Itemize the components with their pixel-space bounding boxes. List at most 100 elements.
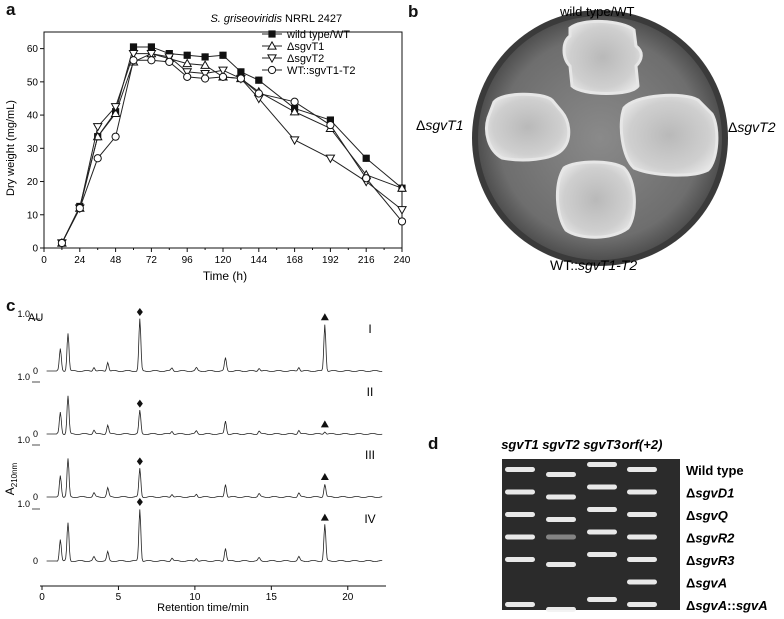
data-point [326, 116, 334, 124]
series-3 [57, 56, 407, 248]
zero-label: 0 [33, 366, 38, 376]
diamond-marker [136, 498, 143, 506]
trace-line [46, 395, 383, 436]
x-axis-label: Time (h) [203, 269, 247, 283]
gel-band [627, 512, 657, 517]
data-point [236, 74, 245, 83]
legend-marker [267, 40, 277, 50]
x-tick-label: 240 [394, 255, 410, 266]
x-tick-label: 168 [286, 255, 303, 266]
zero-label: 0 [33, 429, 38, 439]
strain-label: ΔsgvA [686, 576, 727, 591]
legend-entry: wild type/WT [286, 29, 350, 41]
x-tick-label: 20 [342, 592, 354, 603]
strain-label: Wild type [686, 463, 744, 478]
trace-line [46, 318, 383, 372]
data-point [201, 74, 210, 83]
gel-band [505, 512, 535, 517]
data-point [325, 154, 336, 164]
x-tick-label: 72 [146, 255, 158, 266]
data-point [218, 66, 228, 76]
series-2 [56, 50, 407, 249]
gel-band [587, 484, 617, 490]
trace-II: 1.0 0 II [17, 372, 383, 439]
data-point [182, 68, 193, 77]
data-point [289, 106, 300, 116]
data-point [183, 51, 191, 59]
x-tick-label: 10 [189, 592, 201, 603]
y-tick-label: 50 [27, 77, 39, 88]
chart-axes: 0 24 48 72 96 120 144 168 192 216 240 0 10 20 30 40 50 60 [27, 31, 410, 266]
series-line [61, 59, 403, 244]
x-tick-label: 96 [182, 255, 194, 266]
x-tick-label: 192 [322, 255, 339, 266]
diamond-marker [136, 457, 143, 466]
series-1 [56, 48, 407, 247]
y-tick-label: 10 [27, 210, 39, 221]
data-point [183, 72, 192, 81]
panel-label-a: a [6, 0, 16, 19]
trace-label: III [365, 448, 375, 462]
lane-label: orf(+2) [622, 437, 663, 452]
x-tick-label: 144 [250, 255, 267, 266]
legend: S. griseoviridis NRRL 2427 wild type/WTΔ… [210, 13, 355, 77]
data-point [397, 183, 407, 192]
data-point [75, 204, 84, 213]
growth-curve-chart: 0 24 48 72 96 120 144 168 192 216 240 0 10 20 30 40 50 60… [5, 13, 410, 283]
scale-label: 1.0 [17, 372, 30, 382]
data-point [397, 206, 407, 215]
scale-label: 1.0 [17, 309, 30, 319]
strain-label: ΔsgvA::sgvA [686, 598, 768, 613]
x-tick-label: 48 [110, 255, 122, 266]
x-axis-label: Retention time/min [157, 602, 249, 614]
y-tick-label: 60 [27, 44, 39, 55]
triangle-marker [320, 420, 329, 428]
lane-label: sgvT1 [501, 437, 539, 452]
panel-label-b: b [408, 2, 419, 21]
legend-marker [268, 30, 276, 38]
gel-band [587, 462, 617, 467]
gel-band [587, 507, 617, 512]
legend-entry: WT::sgvT1-T2 [287, 65, 355, 77]
x-tick-label: 216 [358, 255, 375, 266]
series-line [61, 53, 403, 244]
data-point [110, 103, 121, 112]
strain-label: ΔsgvR3 [686, 553, 735, 568]
plate-photo: wild type/WT ΔsgvT1 ΔsgvT2 WT::sgvT1-T2 [416, 4, 776, 273]
gel-band [546, 534, 576, 540]
gel-band [546, 494, 576, 500]
trace-line [46, 458, 383, 499]
strain-label: ΔsgvR2 [686, 531, 735, 546]
colony-wild-type [562, 19, 643, 95]
strain-label: ΔsgvQ [686, 508, 728, 523]
legend-marker [267, 54, 277, 64]
data-point [219, 51, 227, 59]
data-point [289, 136, 300, 146]
gel-band [627, 579, 657, 585]
data-point [218, 72, 228, 81]
gel-band [505, 602, 535, 607]
chart-series-group [56, 43, 407, 249]
data-point [147, 56, 156, 65]
data-point [92, 123, 103, 132]
diamond-marker [136, 399, 143, 408]
gel-band [546, 472, 576, 477]
gel-band [546, 562, 576, 567]
data-point [254, 89, 263, 98]
triangle-marker [320, 513, 329, 521]
gel-band [627, 557, 657, 562]
colony-sgvT1 [485, 92, 571, 162]
y-tick-label: 0 [32, 244, 38, 255]
trace-IV: 1.0 0 IV [17, 498, 383, 566]
gel-panel: sgvT1 sgvT2 sgvT3 orf(+2) Wild type ΔsgvD1 Δs… [501, 437, 768, 613]
trace-label: I [368, 322, 371, 336]
lane-label: sgvT3 [583, 437, 621, 452]
legend-marker [267, 65, 277, 75]
gel-band [627, 534, 657, 540]
data-point [237, 68, 245, 76]
legend-title: NRRL 2427 [285, 13, 342, 25]
scale-label: 1.0 [17, 499, 30, 509]
gel-band [627, 602, 657, 607]
